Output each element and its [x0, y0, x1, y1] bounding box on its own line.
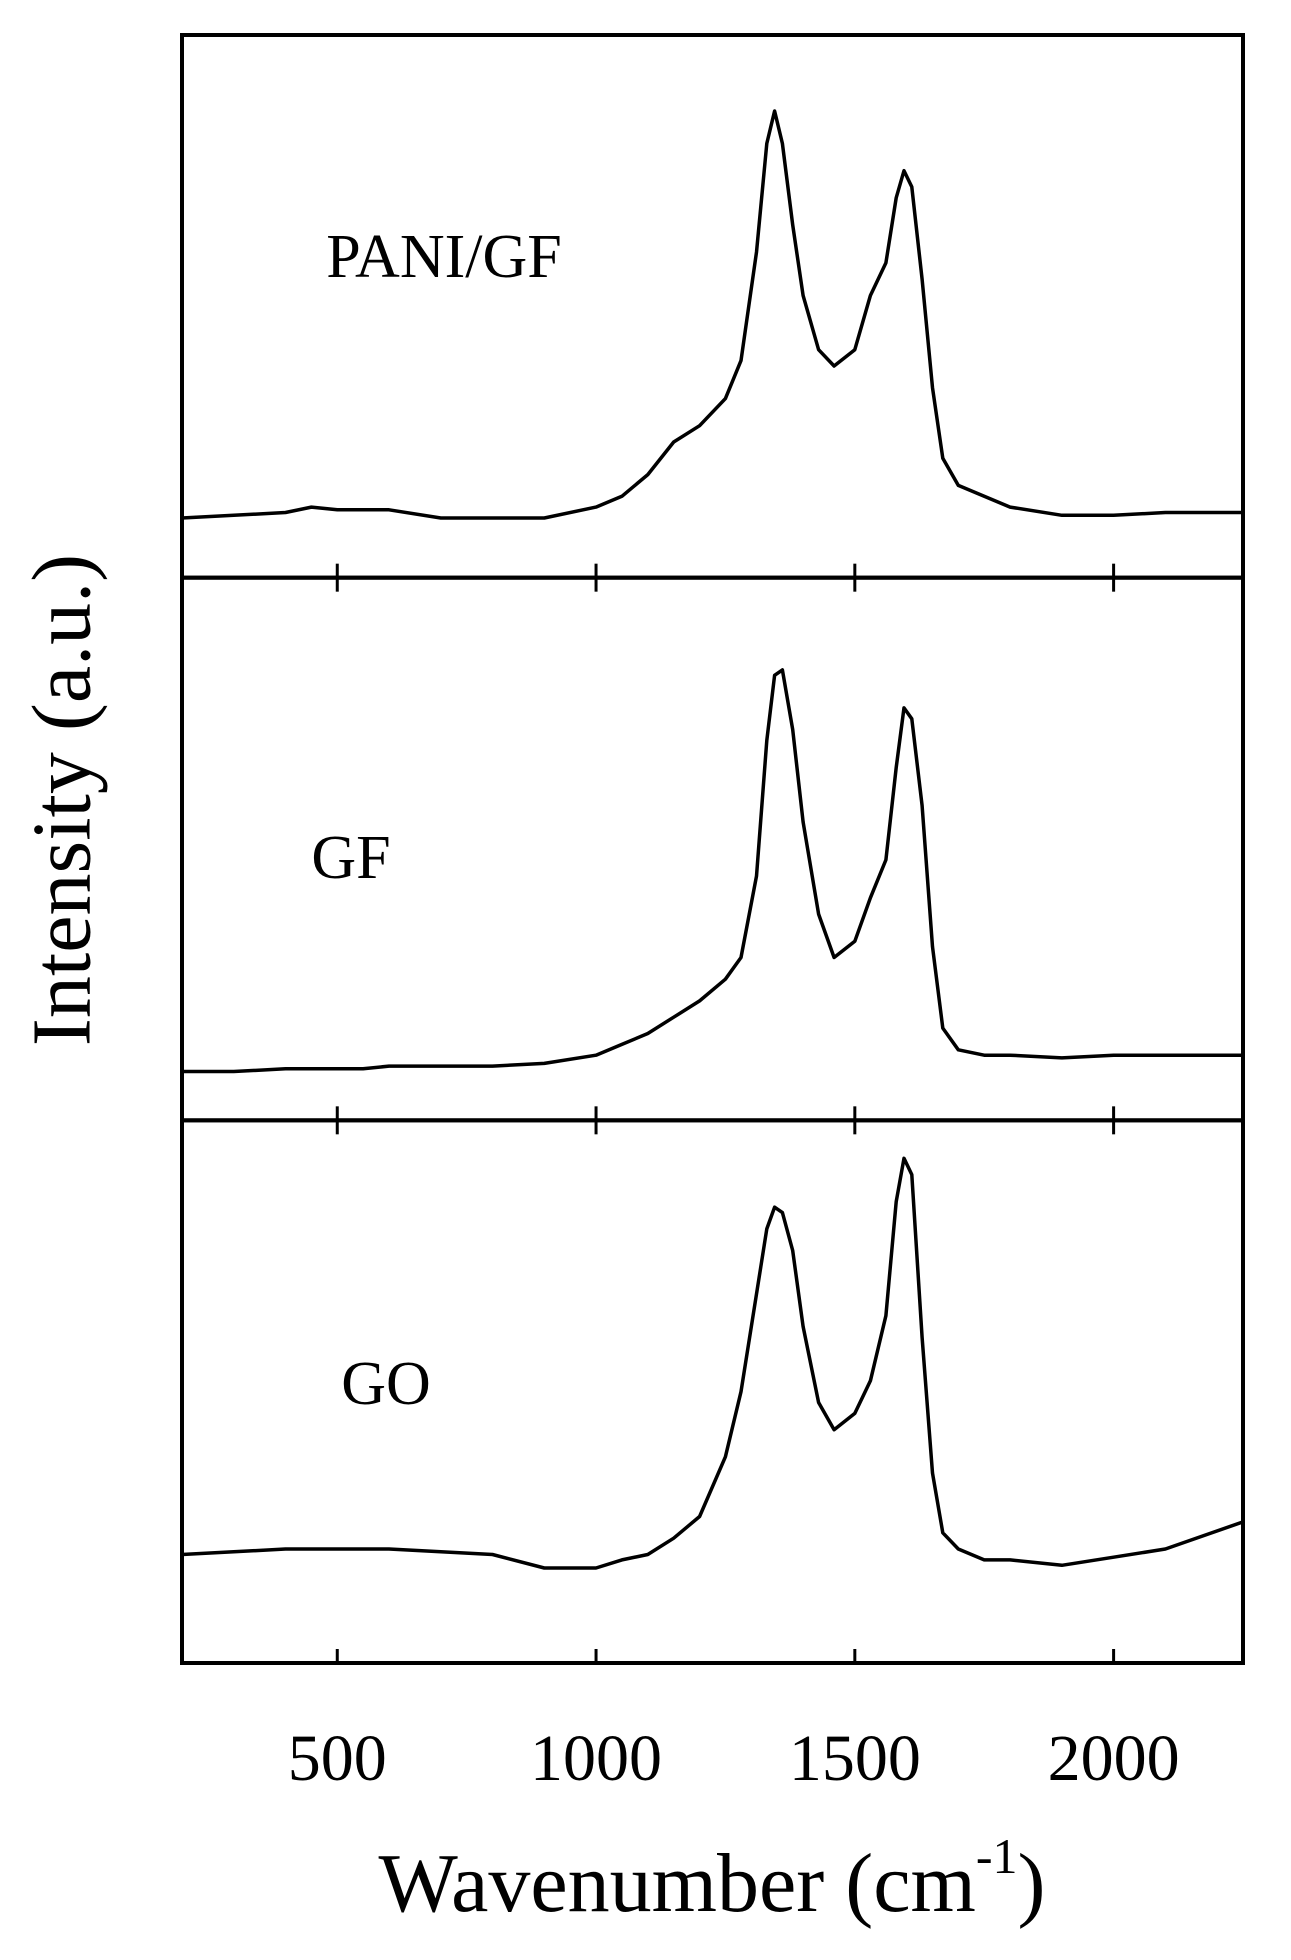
y-axis-label: Intensity (a.u.) [15, 554, 108, 1046]
x-tick-label: 500 [288, 1722, 387, 1795]
spectrum-line [181, 1156, 1244, 1570]
series-label: GO [341, 1350, 431, 1418]
x-label-superscript: -1 [976, 1828, 1018, 1884]
series-label: GF [311, 824, 390, 892]
panel-frame [180, 1118, 1245, 1666]
x-tick-label: 2000 [1048, 1722, 1180, 1795]
x-label-close: ) [1017, 1837, 1045, 1930]
series-label: PANI/GF [326, 223, 561, 291]
x-axis-label: Wavenumber (cm-1) [379, 1828, 1046, 1930]
x-tick-label: 1500 [789, 1722, 921, 1795]
spectrum-line [181, 109, 1243, 520]
spectrum-line [182, 668, 1243, 1074]
x-tick-label: 1000 [530, 1722, 662, 1795]
x-label-text: Wavenumber (cm [379, 1837, 976, 1930]
panel-frame [180, 33, 1245, 580]
